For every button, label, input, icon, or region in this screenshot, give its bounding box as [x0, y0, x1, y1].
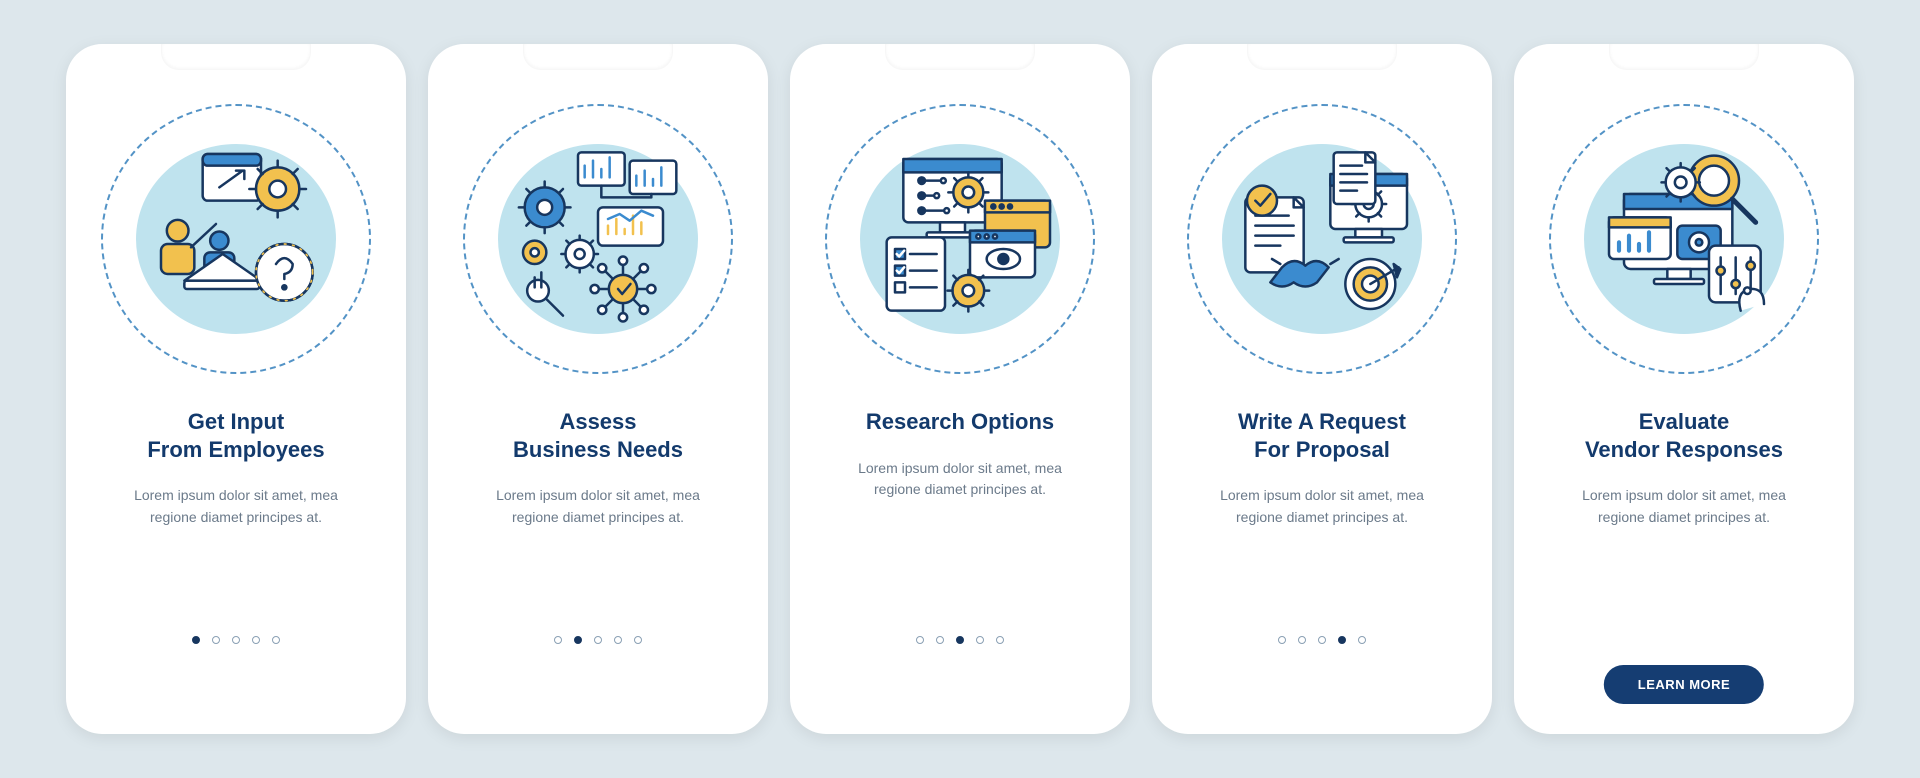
dot-3[interactable]	[956, 636, 964, 644]
pagination-dots	[428, 636, 768, 644]
dashed-ring	[1549, 104, 1819, 374]
dashed-ring	[825, 104, 1095, 374]
onboarding-card-rfp: Write A Request For Proposal Lorem ipsum…	[1152, 44, 1492, 734]
dashed-ring	[1187, 104, 1457, 374]
dot-3[interactable]	[1318, 636, 1326, 644]
dot-4[interactable]	[976, 636, 984, 644]
dot-3[interactable]	[232, 636, 240, 644]
card-description: Lorem ipsum dolor sit amet, mea regione …	[835, 458, 1085, 501]
title-line-2: Vendor Responses	[1585, 437, 1783, 462]
dot-5[interactable]	[1358, 636, 1366, 644]
dot-4[interactable]	[252, 636, 260, 644]
illustration-wrap	[1549, 104, 1819, 374]
pagination-dots	[790, 636, 1130, 644]
title-line-1: Assess	[559, 409, 636, 434]
dot-3[interactable]	[594, 636, 602, 644]
onboarding-card-get-input: Get Input From Employees Lorem ipsum dol…	[66, 44, 406, 734]
title-line-1: Get Input	[188, 409, 285, 434]
dashed-ring	[463, 104, 733, 374]
card-title: Evaluate Vendor Responses	[1585, 408, 1783, 463]
dot-2[interactable]	[1298, 636, 1306, 644]
dot-1[interactable]	[916, 636, 924, 644]
dot-1[interactable]	[1278, 636, 1286, 644]
pagination-dots	[66, 636, 406, 644]
card-description: Lorem ipsum dolor sit amet, mea regione …	[473, 485, 723, 528]
phone-notch	[1247, 44, 1397, 70]
card-title: Research Options	[866, 408, 1054, 436]
onboarding-card-assess-needs: Assess Business Needs Lorem ipsum dolor …	[428, 44, 768, 734]
card-description: Lorem ipsum dolor sit amet, mea regione …	[1197, 485, 1447, 528]
dot-4[interactable]	[614, 636, 622, 644]
dot-5[interactable]	[634, 636, 642, 644]
dot-2[interactable]	[574, 636, 582, 644]
dot-1[interactable]	[554, 636, 562, 644]
dot-2[interactable]	[936, 636, 944, 644]
dot-1[interactable]	[192, 636, 200, 644]
phone-notch	[161, 44, 311, 70]
illustration-wrap	[825, 104, 1095, 374]
dashed-ring	[101, 104, 371, 374]
onboarding-stage: Get Input From Employees Lorem ipsum dol…	[0, 4, 1920, 774]
card-title: Get Input From Employees	[147, 408, 324, 463]
title-line-2: For Proposal	[1254, 437, 1390, 462]
illustration-wrap	[463, 104, 733, 374]
card-title: Assess Business Needs	[513, 408, 683, 463]
title-line-1: Evaluate	[1639, 409, 1730, 434]
title-line-1: Research Options	[866, 409, 1054, 434]
onboarding-card-evaluate: Evaluate Vendor Responses Lorem ipsum do…	[1514, 44, 1854, 734]
card-description: Lorem ipsum dolor sit amet, mea regione …	[111, 485, 361, 528]
phone-notch	[523, 44, 673, 70]
card-title: Write A Request For Proposal	[1238, 408, 1406, 463]
learn-more-button[interactable]: LEARN MORE	[1604, 665, 1764, 704]
card-description: Lorem ipsum dolor sit amet, mea regione …	[1559, 485, 1809, 528]
pagination-dots	[1152, 636, 1492, 644]
title-line-1: Write A Request	[1238, 409, 1406, 434]
title-line-2: Business Needs	[513, 437, 683, 462]
phone-notch	[885, 44, 1035, 70]
dot-5[interactable]	[272, 636, 280, 644]
onboarding-card-research: Research Options Lorem ipsum dolor sit a…	[790, 44, 1130, 734]
phone-notch	[1609, 44, 1759, 70]
dot-5[interactable]	[996, 636, 1004, 644]
dot-4[interactable]	[1338, 636, 1346, 644]
illustration-wrap	[101, 104, 371, 374]
dot-2[interactable]	[212, 636, 220, 644]
illustration-wrap	[1187, 104, 1457, 374]
title-line-2: From Employees	[147, 437, 324, 462]
